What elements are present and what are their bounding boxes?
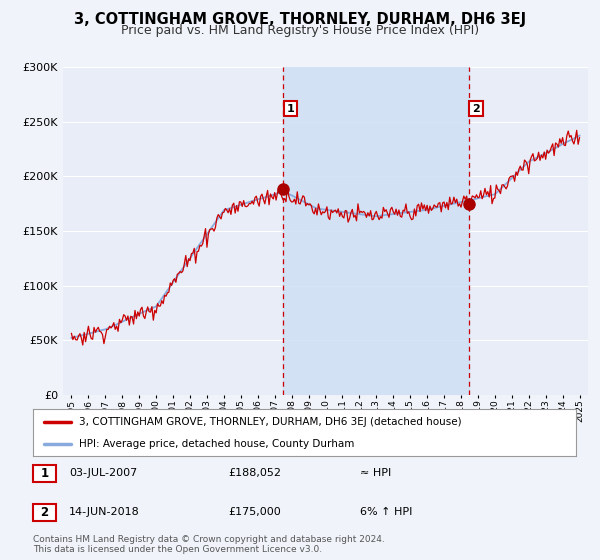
Text: £175,000: £175,000 bbox=[228, 507, 281, 517]
Text: 2: 2 bbox=[472, 104, 480, 114]
Text: £188,052: £188,052 bbox=[228, 468, 281, 478]
Text: 1: 1 bbox=[40, 466, 49, 480]
Text: HPI: Average price, detached house, County Durham: HPI: Average price, detached house, Coun… bbox=[79, 438, 355, 449]
Text: 1: 1 bbox=[287, 104, 294, 114]
Bar bbox=[283, 67, 469, 395]
Text: 3, COTTINGHAM GROVE, THORNLEY, DURHAM, DH6 3EJ (detached house): 3, COTTINGHAM GROVE, THORNLEY, DURHAM, D… bbox=[79, 417, 462, 427]
Text: Contains HM Land Registry data © Crown copyright and database right 2024.
This d: Contains HM Land Registry data © Crown c… bbox=[33, 535, 385, 554]
Text: 2: 2 bbox=[40, 506, 49, 519]
Text: 3, COTTINGHAM GROVE, THORNLEY, DURHAM, DH6 3EJ: 3, COTTINGHAM GROVE, THORNLEY, DURHAM, D… bbox=[74, 12, 526, 27]
Text: 03-JUL-2007: 03-JUL-2007 bbox=[69, 468, 137, 478]
Text: 6% ↑ HPI: 6% ↑ HPI bbox=[360, 507, 412, 517]
Text: Price paid vs. HM Land Registry's House Price Index (HPI): Price paid vs. HM Land Registry's House … bbox=[121, 24, 479, 36]
Text: 14-JUN-2018: 14-JUN-2018 bbox=[69, 507, 140, 517]
Text: ≈ HPI: ≈ HPI bbox=[360, 468, 391, 478]
